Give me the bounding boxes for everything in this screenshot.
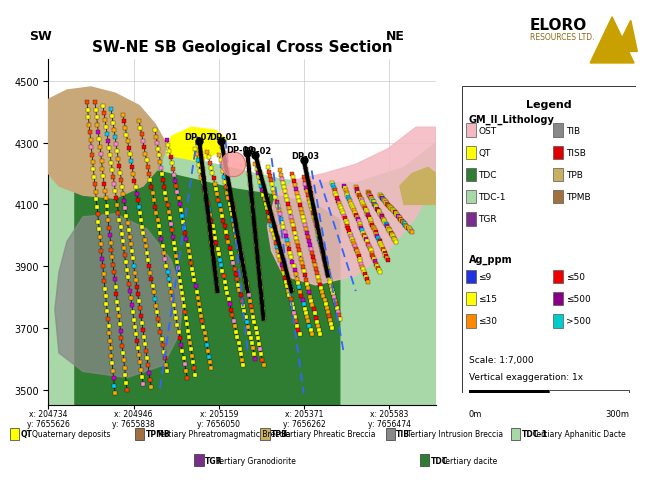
Text: ≤15: ≤15 [479, 295, 497, 303]
Text: TISB: TISB [566, 149, 585, 157]
Polygon shape [616, 21, 638, 52]
Text: Vertical exaggeration: 1x: Vertical exaggeration: 1x [469, 372, 583, 382]
Text: TDC: TDC [431, 456, 448, 465]
Text: x: 204734
y: 7655626: x: 204734 y: 7655626 [27, 408, 70, 428]
Bar [466, 124, 476, 138]
Bar [260, 428, 269, 440]
Text: Quaternary deposits: Quaternary deposits [32, 430, 110, 438]
Bar [135, 428, 144, 440]
Text: DP-02: DP-02 [244, 147, 271, 156]
Bar [554, 314, 563, 328]
Text: ≤9: ≤9 [479, 272, 492, 281]
Bar [10, 428, 19, 440]
Text: TPB: TPB [566, 171, 583, 180]
Text: x: 205583
y: 7656474: x: 205583 y: 7656474 [368, 408, 411, 428]
Polygon shape [55, 214, 183, 378]
Bar [466, 314, 476, 328]
Text: TPB: TPB [271, 430, 287, 438]
Bar [554, 270, 563, 284]
Text: x: 205159
y: 7656050: x: 205159 y: 7656050 [198, 408, 240, 428]
Text: TIB: TIB [396, 430, 410, 438]
Bar [554, 124, 563, 138]
Text: ≤500: ≤500 [566, 295, 590, 303]
Text: x: 205371
y: 7656262: x: 205371 y: 7656262 [283, 408, 326, 428]
Text: Tertiary Aphanitic Dacte: Tertiary Aphanitic Dacte [533, 430, 625, 438]
Bar [511, 428, 520, 440]
Text: >500: >500 [566, 317, 590, 325]
Polygon shape [400, 168, 436, 205]
Bar [420, 454, 430, 467]
Text: Tertiary Phreatic Breccia: Tertiary Phreatic Breccia [282, 430, 376, 438]
Text: Legend: Legend [526, 100, 572, 110]
Text: x: 204946
y: 7655838: x: 204946 y: 7655838 [112, 408, 155, 428]
Text: QT: QT [479, 149, 491, 157]
Text: GM_II_Lithology: GM_II_Lithology [469, 114, 555, 124]
Text: 0m: 0m [469, 409, 483, 418]
Text: TGR: TGR [479, 215, 497, 224]
Polygon shape [222, 153, 245, 177]
Bar [194, 454, 204, 467]
Text: DP-07: DP-07 [184, 132, 212, 141]
Bar [466, 292, 476, 306]
Text: NE: NE [386, 30, 404, 43]
Text: TIB: TIB [566, 126, 580, 135]
Polygon shape [590, 18, 634, 64]
Bar [469, 390, 549, 398]
Bar [554, 146, 563, 160]
Text: DP-09: DP-09 [226, 145, 255, 155]
Bar [554, 168, 563, 182]
Text: ≤30: ≤30 [479, 317, 497, 325]
Text: Tertiary dacite: Tertiary dacite [442, 456, 497, 465]
Text: ELORO: ELORO [530, 18, 587, 33]
Text: TDC-1: TDC-1 [521, 430, 547, 438]
Text: TPMB: TPMB [566, 193, 590, 202]
Text: RESOURCES LTD.: RESOURCES LTD. [530, 33, 594, 42]
Text: ≤50: ≤50 [566, 272, 585, 281]
Text: 300m: 300m [605, 409, 629, 418]
Text: DP-01: DP-01 [209, 132, 238, 141]
Polygon shape [75, 149, 340, 406]
Text: OST: OST [479, 126, 497, 135]
Bar [466, 168, 476, 182]
Polygon shape [267, 128, 436, 285]
Bar [549, 390, 629, 398]
Text: Tertiary Phreatromagmatic Breccia: Tertiary Phreatromagmatic Breccia [157, 430, 290, 438]
Text: Scale: 1:7,000: Scale: 1:7,000 [469, 356, 534, 364]
Text: TGR: TGR [205, 456, 223, 465]
Text: Tertiary Intrusion Breccia: Tertiary Intrusion Breccia [408, 430, 504, 438]
Text: Ag_ppm: Ag_ppm [469, 254, 512, 264]
Polygon shape [48, 88, 167, 199]
Bar [554, 292, 563, 306]
Text: Tertiary Granodiorite: Tertiary Granodiorite [216, 456, 297, 465]
Text: QT: QT [20, 430, 32, 438]
Text: TPMB: TPMB [145, 430, 170, 438]
Bar [466, 146, 476, 160]
Text: SW: SW [29, 30, 52, 43]
Polygon shape [167, 128, 227, 162]
Bar [386, 428, 395, 440]
Text: TDC-1: TDC-1 [479, 193, 506, 202]
Bar [554, 191, 563, 204]
Bar [466, 213, 476, 226]
Polygon shape [48, 106, 436, 406]
Title: SW-NE SB Geological Cross Section: SW-NE SB Geological Cross Section [92, 40, 393, 55]
Bar [466, 270, 476, 284]
Bar [466, 191, 476, 204]
Text: DP-03: DP-03 [291, 152, 320, 161]
Text: TDC: TDC [479, 171, 497, 180]
